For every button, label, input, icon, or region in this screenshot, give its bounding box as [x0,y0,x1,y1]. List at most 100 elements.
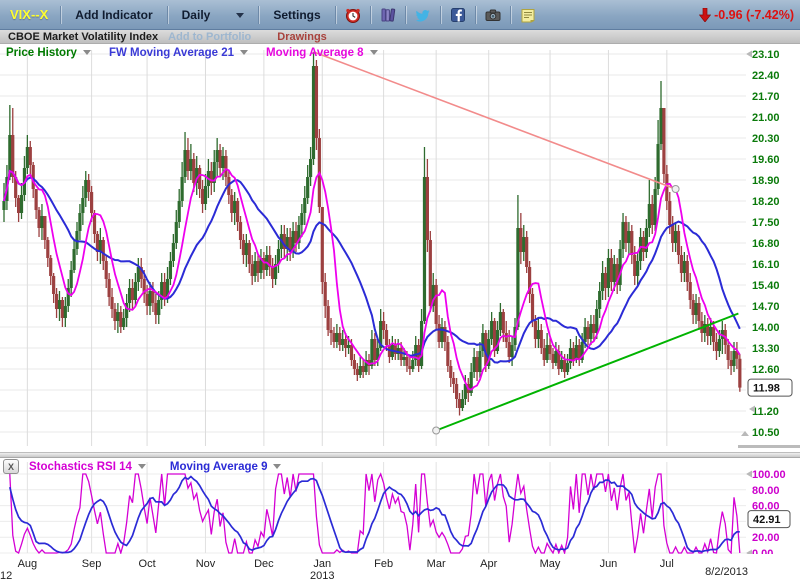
price-change: -0.96 (-7.42%) [699,8,794,22]
candle-body [362,366,365,372]
candle-body [17,198,20,213]
menu-add-indicator[interactable]: Add Indicator [75,8,152,22]
candle-body [87,180,90,192]
sub-toolbar: CBOE Market Volatility Index Add to Port… [0,30,800,44]
price-axis-label: 16.80 [752,238,780,250]
candle-body [534,321,537,339]
candle-body [145,294,148,306]
indicator-label-ma9[interactable]: Moving Average 9 [170,461,292,473]
candle-body [373,339,376,360]
candle-body [709,327,712,336]
candle-body [458,399,461,408]
candle-body [659,108,662,144]
candle-body [435,285,438,324]
candle-body [694,303,697,315]
close-indicator-button[interactable]: X [3,459,19,474]
chevron-down-icon [370,50,378,55]
axis-marker-icon[interactable] [746,51,752,58]
candle-body [423,177,426,321]
candle-body [592,324,595,333]
candle-body [72,249,75,270]
indicator-label-stochastics[interactable]: Stochastics RSI 14 [29,461,156,473]
candle-body [64,306,67,318]
menu-settings[interactable]: Settings [273,8,320,22]
candle-body [154,303,157,315]
down-arrow-icon [699,8,711,22]
candle-body [271,267,274,279]
alarm-clock-icon[interactable] [344,6,362,24]
candle-body [70,270,73,288]
candle-body [627,231,630,243]
candle-body [461,399,464,408]
candle-body [624,222,627,243]
candle-body [426,177,429,240]
toolbar-separator [510,6,511,24]
candle-body [230,195,233,213]
indicator-ma-line [10,477,740,553]
price-axis-label: 15.40 [752,280,780,292]
toolbar-separator [440,6,441,24]
candle-body [417,345,420,366]
candle-body [61,300,64,318]
library-icon[interactable] [379,6,397,24]
candle-body [58,300,61,309]
candle-body [239,222,242,240]
axis-marker-icon[interactable] [746,471,752,478]
price-axis-label: 10.50 [752,427,780,439]
candle-body [43,216,46,240]
candle-body [522,237,525,252]
candle-body [236,201,239,222]
candle-body [134,282,137,300]
candle-body [315,66,318,138]
candle-body [411,360,414,369]
candle-body [689,282,692,300]
candle-body [29,147,32,165]
candle-body [662,108,665,174]
candle-body [84,180,87,198]
candle-body [712,327,715,342]
axis-scroll-track[interactable] [738,445,800,448]
legend-fw-moving-average-21[interactable]: FW Moving Average 21 [109,47,258,59]
legend-price-history[interactable]: Price History [6,47,101,59]
price-chart[interactable]: 23.1022.4021.7021.0020.3019.6018.9018.20… [0,44,800,452]
candle-body [648,204,651,228]
candle-body [218,150,221,168]
price-axis-label: 18.90 [752,175,780,187]
candle-body [738,359,741,388]
candle-body [566,363,569,372]
candle-body [452,378,455,384]
candle-body [642,237,645,252]
candle-body [46,240,49,258]
price-axis-label: 23.10 [752,49,780,61]
camera-icon[interactable] [484,6,502,24]
candle-body [113,309,116,321]
chevron-down-icon [273,464,281,469]
month-label-jan: Jan [313,558,331,570]
add-to-portfolio-link[interactable]: Add to Portfolio [168,31,251,43]
candle-body [221,156,224,168]
candle-body [490,321,493,339]
candle-body [540,330,543,348]
facebook-icon[interactable] [449,6,467,24]
price-axis-label: 20.30 [752,133,780,145]
candle-body [499,312,502,330]
trendline-handle[interactable] [672,186,679,193]
candle-body [654,189,657,225]
candle-body [727,345,730,360]
drawings-link[interactable]: Drawings [277,31,327,43]
candle-body [554,351,557,363]
legend-moving-average-8[interactable]: Moving Average 8 [266,47,388,59]
candle-body [455,384,458,399]
menu-timeframe-daily[interactable]: Daily [182,8,245,22]
candle-body [148,291,151,306]
price-axis-label: 14.00 [752,322,780,334]
candle-body [589,324,592,339]
notes-icon[interactable] [519,6,537,24]
trendline-handle[interactable] [433,427,440,434]
candle-body [306,177,309,198]
twitter-icon[interactable] [414,6,432,24]
downtrend-line[interactable] [314,52,676,189]
price-axis-label: 16.10 [752,259,780,271]
candle-body [668,201,671,225]
month-label-apr: Apr [480,558,497,570]
